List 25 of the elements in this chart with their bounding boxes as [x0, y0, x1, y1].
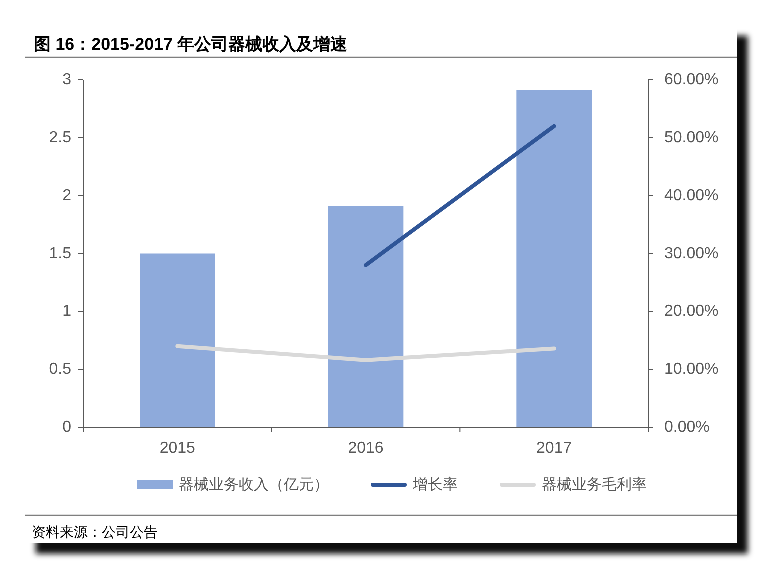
bar — [328, 206, 404, 428]
legend-label: 器械业务毛利率 — [542, 476, 647, 494]
bar — [140, 254, 216, 428]
x-tick-label: 2016 — [348, 440, 384, 457]
legend-label: 器械业务收入（亿元） — [179, 476, 329, 494]
text: 资料来源：公司公告 — [32, 524, 158, 540]
y2-tick-label: 50.00% — [664, 129, 719, 146]
y2-tick-label: 60.00% — [664, 72, 719, 88]
y-tick-label: 0.5 — [49, 361, 72, 378]
legend-label: 增长率 — [412, 476, 458, 494]
y-tick-label: 2 — [62, 187, 72, 204]
chart-title: 图 16：2015-2017 年公司器械收入及增速 — [34, 35, 348, 54]
y-tick-label: 1.5 — [49, 245, 72, 262]
y-tick-label: 3 — [62, 72, 72, 88]
y2-tick-label: 40.00% — [664, 187, 719, 204]
y-tick-label: 0 — [62, 419, 72, 436]
bar — [516, 90, 592, 428]
y-tick-label: 1 — [62, 303, 72, 320]
y2-tick-label: 20.00% — [664, 303, 719, 320]
y2-tick-label: 10.00% — [664, 361, 719, 378]
y-tick-label: 2.5 — [49, 129, 72, 146]
x-tick-label: 2017 — [536, 440, 572, 457]
x-tick-label: 2015 — [160, 440, 196, 457]
y2-tick-label: 30.00% — [664, 245, 719, 262]
y2-tick-label: 0.00% — [664, 419, 710, 436]
